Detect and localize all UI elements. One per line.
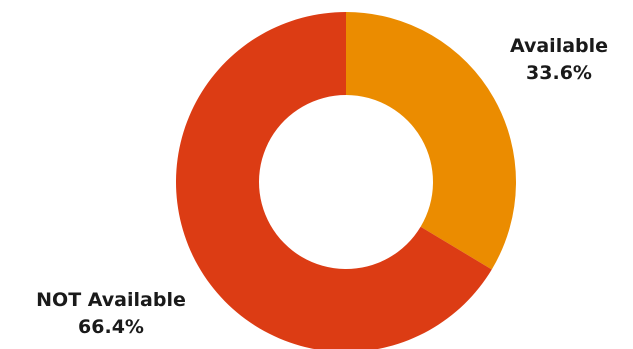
donut-slice-not-available — [176, 12, 492, 349]
slice-label-available: Available — [510, 35, 608, 57]
donut-slice-available — [346, 12, 516, 270]
slice-value-not-available: 66.4% — [78, 316, 144, 338]
donut-slices — [176, 12, 516, 349]
slice-value-available: 33.6% — [526, 62, 592, 84]
slice-label-not-available: NOT Available — [36, 289, 186, 311]
